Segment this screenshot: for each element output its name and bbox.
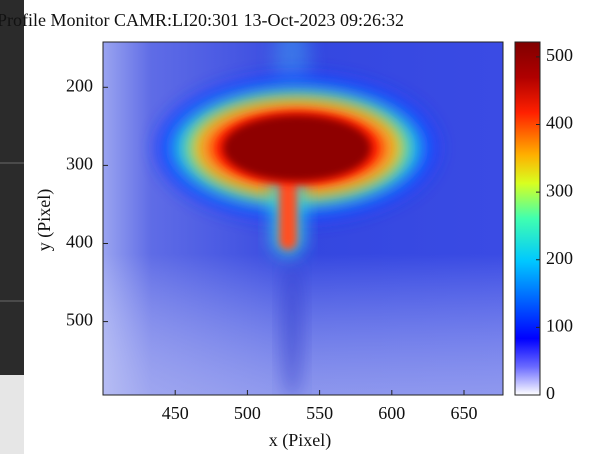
y-tick-label: 200 — [66, 75, 93, 95]
divider — [0, 300, 24, 302]
colorbar — [515, 42, 540, 395]
x-tick-label: 450 — [162, 403, 189, 423]
background-window — [0, 375, 24, 454]
x-tick-label: 550 — [306, 403, 333, 423]
background-window — [0, 0, 24, 375]
y-tick-label: 400 — [66, 232, 93, 252]
x-tick-label: 650 — [451, 403, 478, 423]
colorbar-tick-label: 500 — [546, 45, 573, 65]
colorbar-tick-label: 200 — [546, 248, 573, 268]
x-tick-label: 500 — [234, 403, 261, 423]
heatmap-image — [103, 42, 503, 395]
y-axis-label: y (Pixel) — [34, 189, 55, 252]
colorbar-tick-label: 0 — [546, 383, 555, 403]
colorbar-frame — [514, 41, 541, 396]
colorbar-tick-label: 300 — [546, 180, 573, 200]
colorbar-tick-label: 100 — [546, 316, 573, 336]
plot-frame — [102, 41, 504, 396]
x-tick-label: 600 — [378, 403, 405, 423]
colorbar-tick-label: 400 — [546, 113, 573, 133]
divider — [0, 162, 24, 164]
chart-title: Profile Monitor CAMR:LI20:301 13-Oct-202… — [0, 10, 404, 30]
y-tick-label: 300 — [66, 154, 93, 174]
y-tick-label: 500 — [66, 310, 93, 330]
x-axis-label: x (Pixel) — [269, 430, 332, 451]
